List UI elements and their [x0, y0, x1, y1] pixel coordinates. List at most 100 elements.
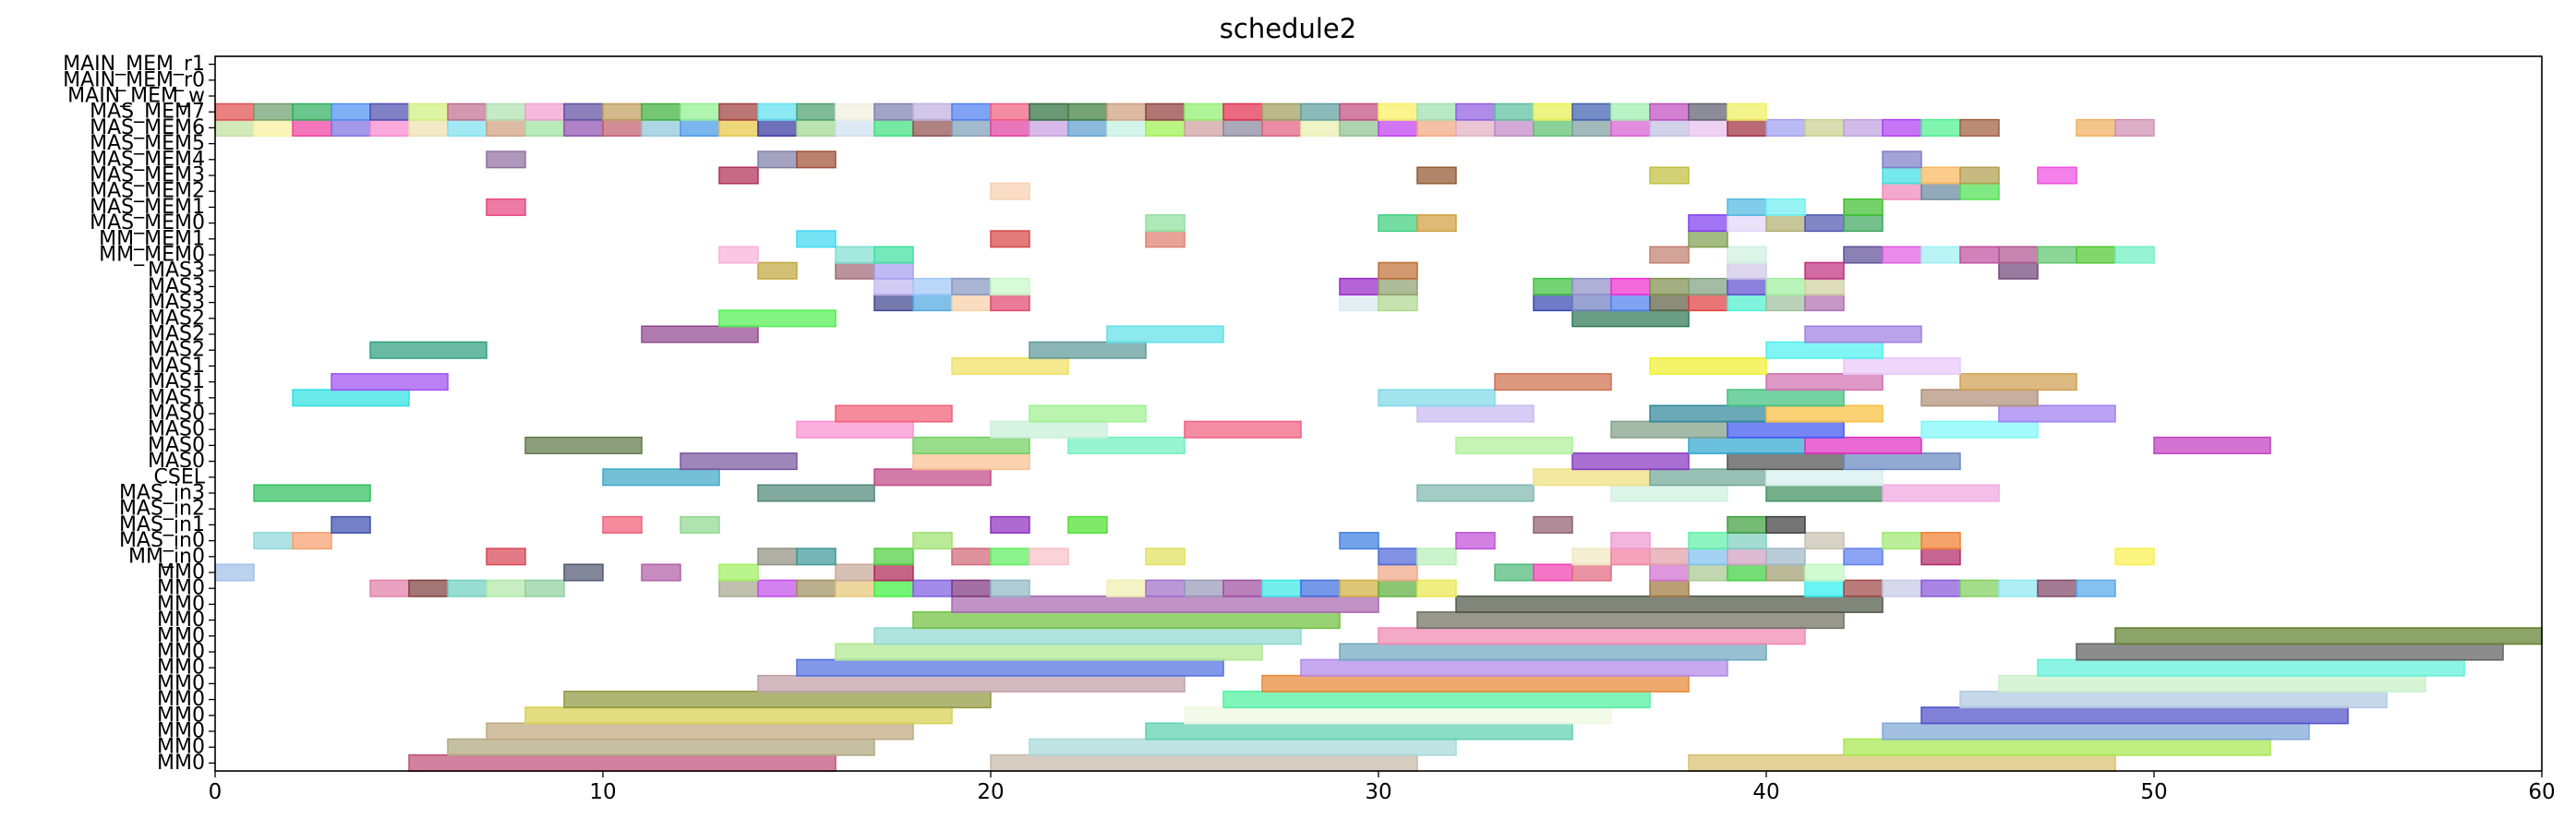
task-bar — [1571, 563, 1612, 582]
task-bar — [1765, 118, 1806, 137]
task-bar — [1765, 198, 1806, 216]
task-bar — [1688, 102, 1728, 121]
task-bar — [1339, 579, 1379, 597]
task-bar — [331, 102, 371, 121]
task-bar — [2153, 436, 2271, 454]
task-bar — [1920, 182, 1961, 200]
task-bar — [1920, 706, 2349, 725]
task-bar — [1765, 373, 1884, 391]
task-bar — [1804, 436, 1922, 454]
task-bar — [1959, 246, 2000, 264]
task-bar — [1765, 294, 1806, 312]
task-bar — [718, 563, 759, 582]
task-bar — [1727, 420, 1845, 439]
task-bar — [1882, 579, 1922, 597]
y-tick-label: MAS3 — [148, 275, 205, 298]
task-bar — [835, 643, 1263, 661]
task-bar — [1145, 118, 1186, 137]
x-tick-label: 40 — [1752, 780, 1779, 804]
task-bar — [1416, 611, 1845, 630]
task-bar — [331, 118, 371, 137]
task-bar — [1727, 389, 1845, 407]
task-bar — [1029, 118, 1069, 137]
task-bar — [1455, 118, 1496, 137]
task-bar — [835, 563, 875, 582]
task-bar — [369, 579, 410, 597]
task-bar — [718, 118, 759, 137]
x-axis: 0 10 20 30 40 50 60 — [209, 771, 2556, 804]
task-bar — [1571, 277, 1612, 295]
task-bar — [408, 753, 837, 772]
task-bar — [1649, 246, 1690, 264]
x-tick-label: 10 — [589, 780, 616, 804]
task-bar — [990, 579, 1030, 597]
y-tick-label: MAS1 — [148, 355, 205, 378]
task-bar — [1416, 102, 1457, 121]
task-bar — [873, 563, 914, 582]
task-bar — [641, 325, 759, 343]
task-bar — [1920, 420, 2039, 439]
task-bar — [1688, 532, 1728, 550]
task-bar — [369, 341, 488, 359]
task-bar — [1804, 325, 1922, 343]
task-bar — [951, 118, 992, 137]
task-bar — [990, 277, 1030, 295]
task-bar — [1300, 579, 1341, 597]
task-bar — [2114, 246, 2155, 264]
task-bar — [1145, 548, 1186, 566]
task-bar — [1882, 246, 1922, 264]
y-tick-label: MM0 — [157, 688, 205, 711]
task-bar — [1765, 277, 1806, 295]
task-bar — [912, 436, 1030, 454]
task-bar — [1649, 102, 1690, 121]
task-bar — [757, 118, 798, 137]
task-bar — [835, 404, 953, 423]
y-tick-label: MAS_MEM1 — [90, 196, 205, 219]
task-bar — [1959, 579, 2000, 597]
task-bar — [1067, 118, 1108, 137]
task-bar — [757, 674, 1186, 692]
task-bar — [1727, 515, 1767, 534]
task-bar — [1300, 658, 1728, 677]
task-bar — [1261, 674, 1690, 692]
task-bar — [1765, 404, 1884, 423]
task-bar — [680, 102, 720, 121]
y-tick-label: CSEL — [154, 465, 206, 488]
task-bar — [990, 515, 1030, 534]
task-bar — [1727, 452, 1845, 471]
task-bar — [1649, 118, 1690, 137]
task-bar — [1184, 579, 1224, 597]
y-tick-label: MM0 — [157, 561, 205, 584]
task-bar — [912, 452, 1030, 471]
task-bar — [951, 579, 992, 597]
task-bar — [835, 118, 875, 137]
task-bar — [2037, 579, 2077, 597]
task-bars — [214, 102, 2543, 772]
task-bar — [447, 738, 875, 756]
task-bar — [1261, 579, 1302, 597]
task-bar — [292, 532, 332, 550]
x-tick-label: 0 — [209, 780, 223, 804]
task-bar — [990, 118, 1030, 137]
task-bar — [1920, 532, 1961, 550]
task-bar — [718, 102, 759, 121]
task-bar — [796, 102, 837, 121]
task-bar — [641, 102, 681, 121]
task-bar — [1378, 563, 1418, 582]
y-tick-label: MAS3 — [148, 259, 205, 283]
task-bar — [447, 118, 488, 137]
task-bar — [602, 118, 643, 137]
task-bar — [1843, 356, 1961, 375]
task-bar — [873, 261, 914, 280]
task-bar — [408, 102, 449, 121]
task-bar — [1765, 515, 1806, 534]
y-tick-label: MM0 — [157, 641, 205, 664]
task-bar — [563, 691, 992, 709]
task-bar — [990, 420, 1108, 439]
task-bar — [1804, 579, 1845, 597]
task-bar — [1378, 548, 1418, 566]
task-bar — [214, 563, 255, 582]
task-bar — [524, 706, 953, 725]
task-bar — [486, 198, 526, 216]
